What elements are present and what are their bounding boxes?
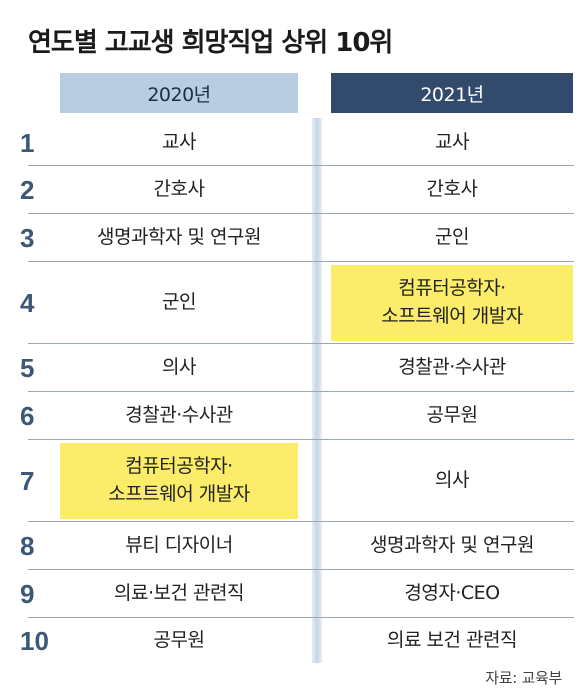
row-divider — [28, 165, 574, 166]
job-2020: 뷰티 디자이너 — [125, 534, 233, 557]
row-divider — [28, 343, 574, 344]
row-divider — [28, 569, 574, 570]
rank-number: 9 — [20, 578, 35, 609]
row-divider — [28, 439, 574, 440]
rank-number: 8 — [20, 530, 35, 561]
rank-number: 2 — [20, 174, 35, 205]
job-2020: 군인 — [162, 291, 196, 314]
job-2020: 교사 — [162, 131, 196, 154]
job-2021: 공무원 — [426, 404, 478, 427]
job-2021: 의료 보건 관련직 — [387, 629, 517, 652]
row-divider — [28, 261, 574, 262]
job-2020: 공무원 — [153, 629, 205, 652]
job-2021: 경찰관·수사관 — [398, 356, 506, 379]
rank-number: 4 — [20, 287, 35, 318]
rank-number: 6 — [20, 400, 35, 431]
job-2020: 의사 — [162, 356, 196, 379]
source-note: 자료: 교육부 — [485, 669, 562, 687]
chart-title: 연도별 고교생 희망직업 상위 10위 — [28, 28, 393, 58]
job-2021: 군인 — [435, 226, 469, 249]
job-2020: 의료·보건 관련직 — [114, 582, 244, 605]
job-2021: 교사 — [435, 131, 469, 154]
row-divider — [28, 391, 574, 392]
job-2020: 간호사 — [153, 178, 205, 201]
rank-number: 1 — [20, 127, 35, 158]
column-header-2021: 2021년 — [331, 73, 573, 113]
row-divider — [28, 213, 574, 214]
job-2021: 생명과학자 및 연구원 — [370, 534, 534, 557]
rank-number: 7 — [20, 465, 35, 496]
column-header-2020: 2020년 — [60, 73, 298, 113]
job-2020: 컴퓨터공학자· 소프트웨어 개발자 — [60, 443, 298, 519]
rank-number: 5 — [20, 352, 35, 383]
job-2020: 생명과학자 및 연구원 — [97, 226, 261, 249]
rank-number: 3 — [20, 222, 35, 253]
job-2021: 간호사 — [426, 178, 478, 201]
job-2021: 경영자·CEO — [404, 582, 500, 605]
job-2021: 의사 — [435, 469, 469, 492]
job-2021: 컴퓨터공학자· 소프트웨어 개발자 — [331, 265, 573, 341]
row-divider — [28, 617, 574, 618]
rank-number: 10 — [20, 625, 49, 656]
job-2020: 경찰관·수사관 — [125, 404, 233, 427]
column-divider — [312, 118, 322, 663]
row-divider — [28, 521, 574, 522]
